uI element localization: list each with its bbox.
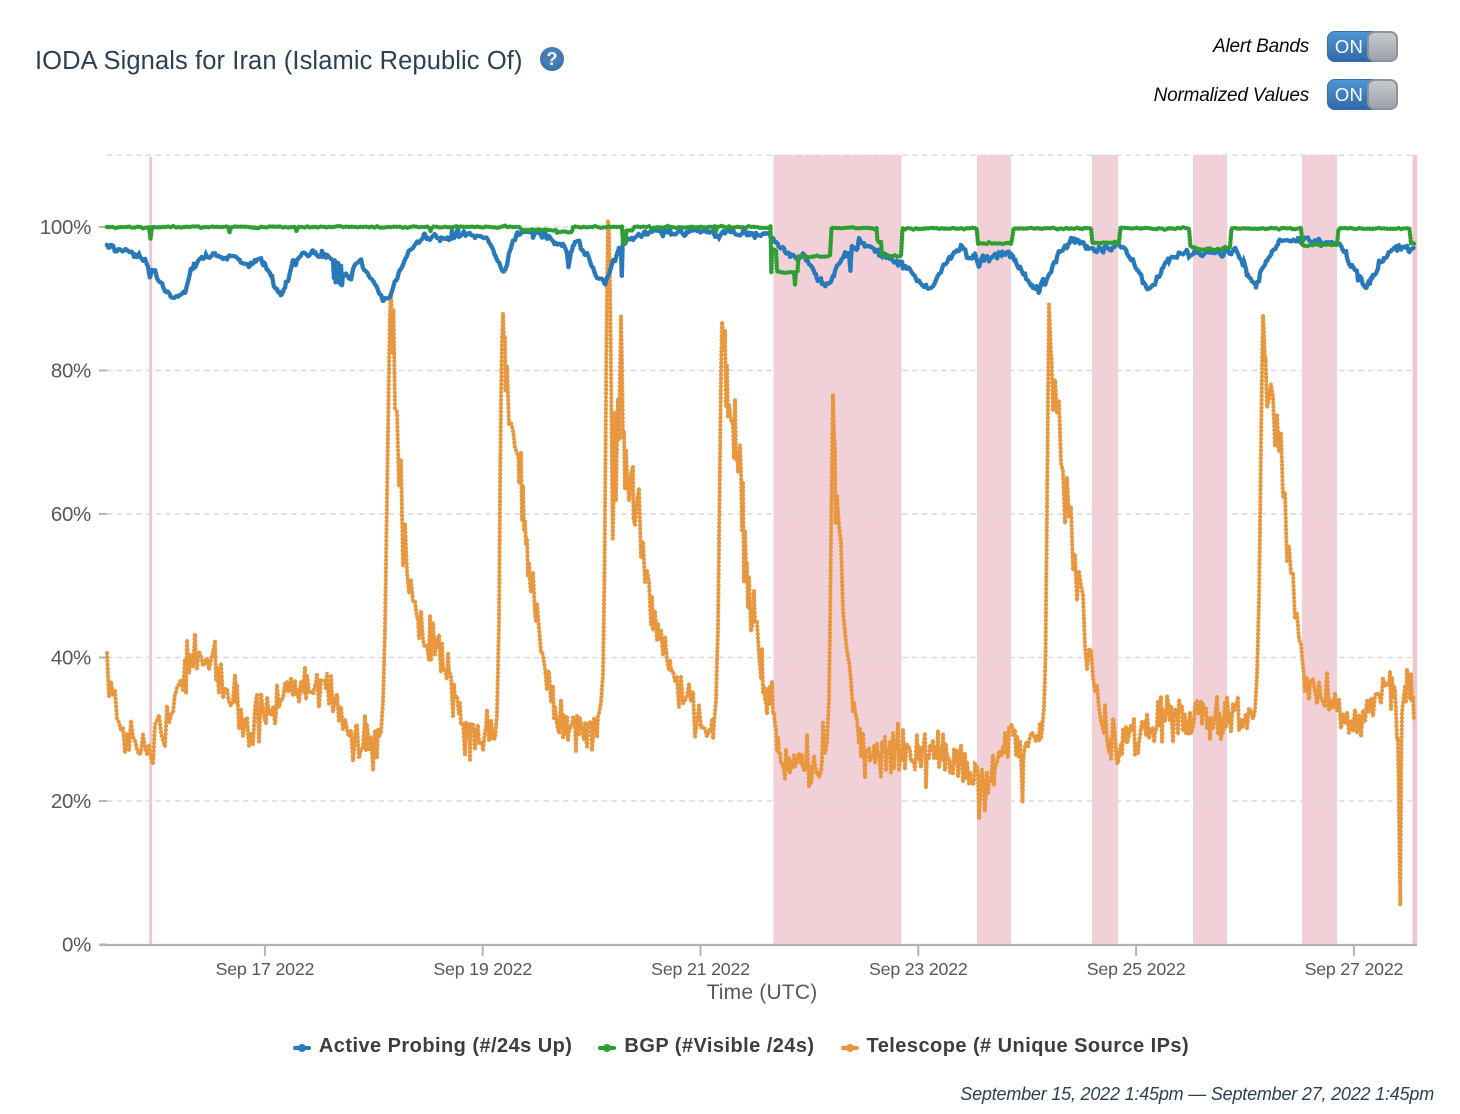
svg-text:60%: 60% (51, 503, 91, 526)
svg-text:Sep 25 2022: Sep 25 2022 (1087, 959, 1186, 979)
svg-text:80%: 80% (51, 360, 91, 383)
svg-text:Time (UTC): Time (UTC) (707, 981, 818, 1004)
svg-text:Sep 19 2022: Sep 19 2022 (433, 959, 532, 979)
svg-text:Sep 21 2022: Sep 21 2022 (651, 959, 750, 979)
svg-text:20%: 20% (51, 790, 91, 813)
svg-text:0%: 0% (62, 934, 91, 957)
svg-text:40%: 40% (51, 647, 91, 670)
svg-text:100%: 100% (40, 216, 91, 239)
svg-text:Sep 17 2022: Sep 17 2022 (216, 959, 315, 979)
svg-text:Sep 23 2022: Sep 23 2022 (869, 959, 968, 979)
svg-text:Sep 27 2022: Sep 27 2022 (1305, 959, 1404, 979)
